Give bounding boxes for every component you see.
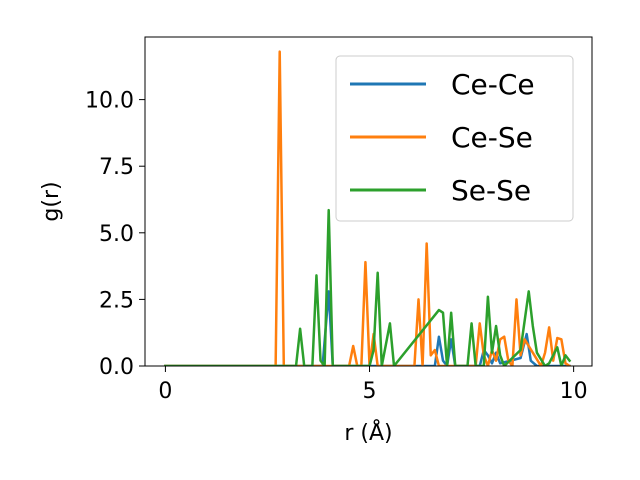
plot-frame <box>144 36 593 367</box>
y-axis-label: g(r) <box>39 181 64 221</box>
series-line-ce-se <box>164 50 572 366</box>
y-tick-label: 2.5 <box>99 288 134 313</box>
legend: Ce-Ce Ce-Se Se-Se <box>335 55 574 222</box>
x-tick-label: 10 <box>560 379 588 404</box>
legend-box <box>335 55 574 222</box>
y-tick-label: 10.0 <box>85 89 134 114</box>
plot-area <box>164 50 572 366</box>
series-line-se-se <box>164 208 572 366</box>
x-tick-label: 5 <box>363 379 377 404</box>
axis-ticks: 0 5 10 0.0 2.5 5.0 7.5 10.0 <box>85 89 588 404</box>
legend-label-ce-ce: Ce-Ce <box>451 68 535 101</box>
legend-label-ce-se: Ce-Se <box>451 121 533 154</box>
y-tick-label: 5.0 <box>99 222 134 247</box>
x-axis-label: r (Å) <box>344 419 392 446</box>
y-tick-label: 7.5 <box>99 155 134 180</box>
y-tick-label: 0.0 <box>99 355 134 380</box>
x-tick-label: 0 <box>158 379 172 404</box>
legend-label-se-se: Se-Se <box>451 174 531 207</box>
